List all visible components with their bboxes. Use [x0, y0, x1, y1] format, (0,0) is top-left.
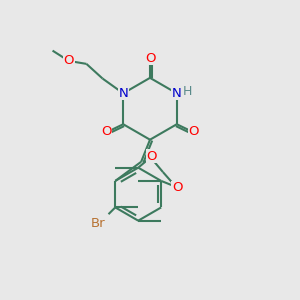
Text: Br: Br [90, 217, 105, 230]
Text: O: O [101, 125, 112, 138]
Text: O: O [64, 54, 74, 68]
Text: O: O [145, 52, 155, 64]
Text: N: N [172, 87, 182, 100]
Text: H: H [182, 85, 192, 98]
Text: O: O [188, 125, 199, 138]
Text: O: O [146, 150, 157, 163]
Text: N: N [118, 87, 128, 100]
Text: O: O [172, 182, 182, 194]
